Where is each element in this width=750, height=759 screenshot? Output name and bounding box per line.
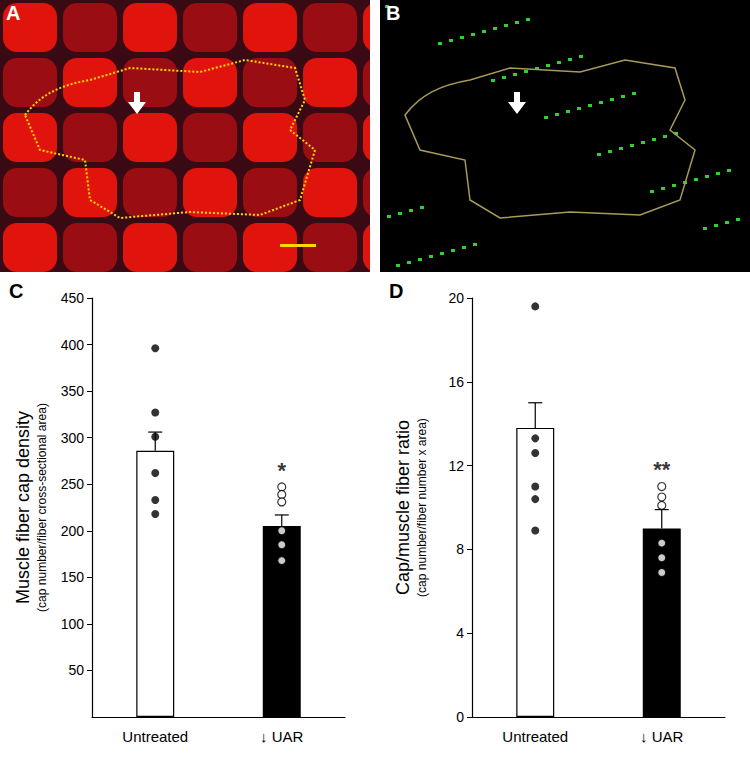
svg-text:20: 20 bbox=[448, 290, 464, 306]
html-text:A: A bbox=[6, 2, 21, 24]
svg-text:0: 0 bbox=[456, 709, 464, 725]
svg-text:450: 450 bbox=[61, 290, 85, 306]
svg-text:Untreated: Untreated bbox=[502, 728, 568, 745]
svg-text:400: 400 bbox=[61, 337, 85, 353]
svg-text:8: 8 bbox=[456, 541, 464, 557]
svg-text:↓ UAR: ↓ UAR bbox=[640, 728, 684, 745]
svg-text:12: 12 bbox=[448, 458, 464, 474]
svg-text:100: 100 bbox=[61, 616, 85, 632]
svg-text:Cap/muscle fiber ratio: Cap/muscle fiber ratio bbox=[393, 420, 413, 595]
svg-text:16: 16 bbox=[448, 374, 464, 390]
svg-text:D: D bbox=[389, 280, 403, 302]
svg-text:C: C bbox=[9, 280, 23, 302]
svg-text:150: 150 bbox=[61, 569, 85, 585]
svg-text:Muscle fiber cap density: Muscle fiber cap density bbox=[13, 411, 33, 604]
svg-text:350: 350 bbox=[61, 383, 85, 399]
svg-text:300: 300 bbox=[61, 430, 85, 446]
svg-text:50: 50 bbox=[68, 662, 84, 678]
html-text:B: B bbox=[386, 2, 401, 24]
svg-text:(cap number/fiber cross-sectio: (cap number/fiber cross-sectional area) bbox=[35, 403, 49, 612]
svg-text:↓ UAR: ↓ UAR bbox=[260, 728, 304, 745]
svg-text:4: 4 bbox=[456, 625, 464, 641]
svg-text:*: * bbox=[277, 458, 286, 483]
svg-text:(cap number/fiber number x are: (cap number/fiber number x area) bbox=[415, 418, 429, 597]
svg-text:250: 250 bbox=[61, 476, 85, 492]
svg-text:**: ** bbox=[653, 457, 671, 482]
svg-text:Untreated: Untreated bbox=[122, 728, 188, 745]
svg-text:200: 200 bbox=[61, 523, 85, 539]
